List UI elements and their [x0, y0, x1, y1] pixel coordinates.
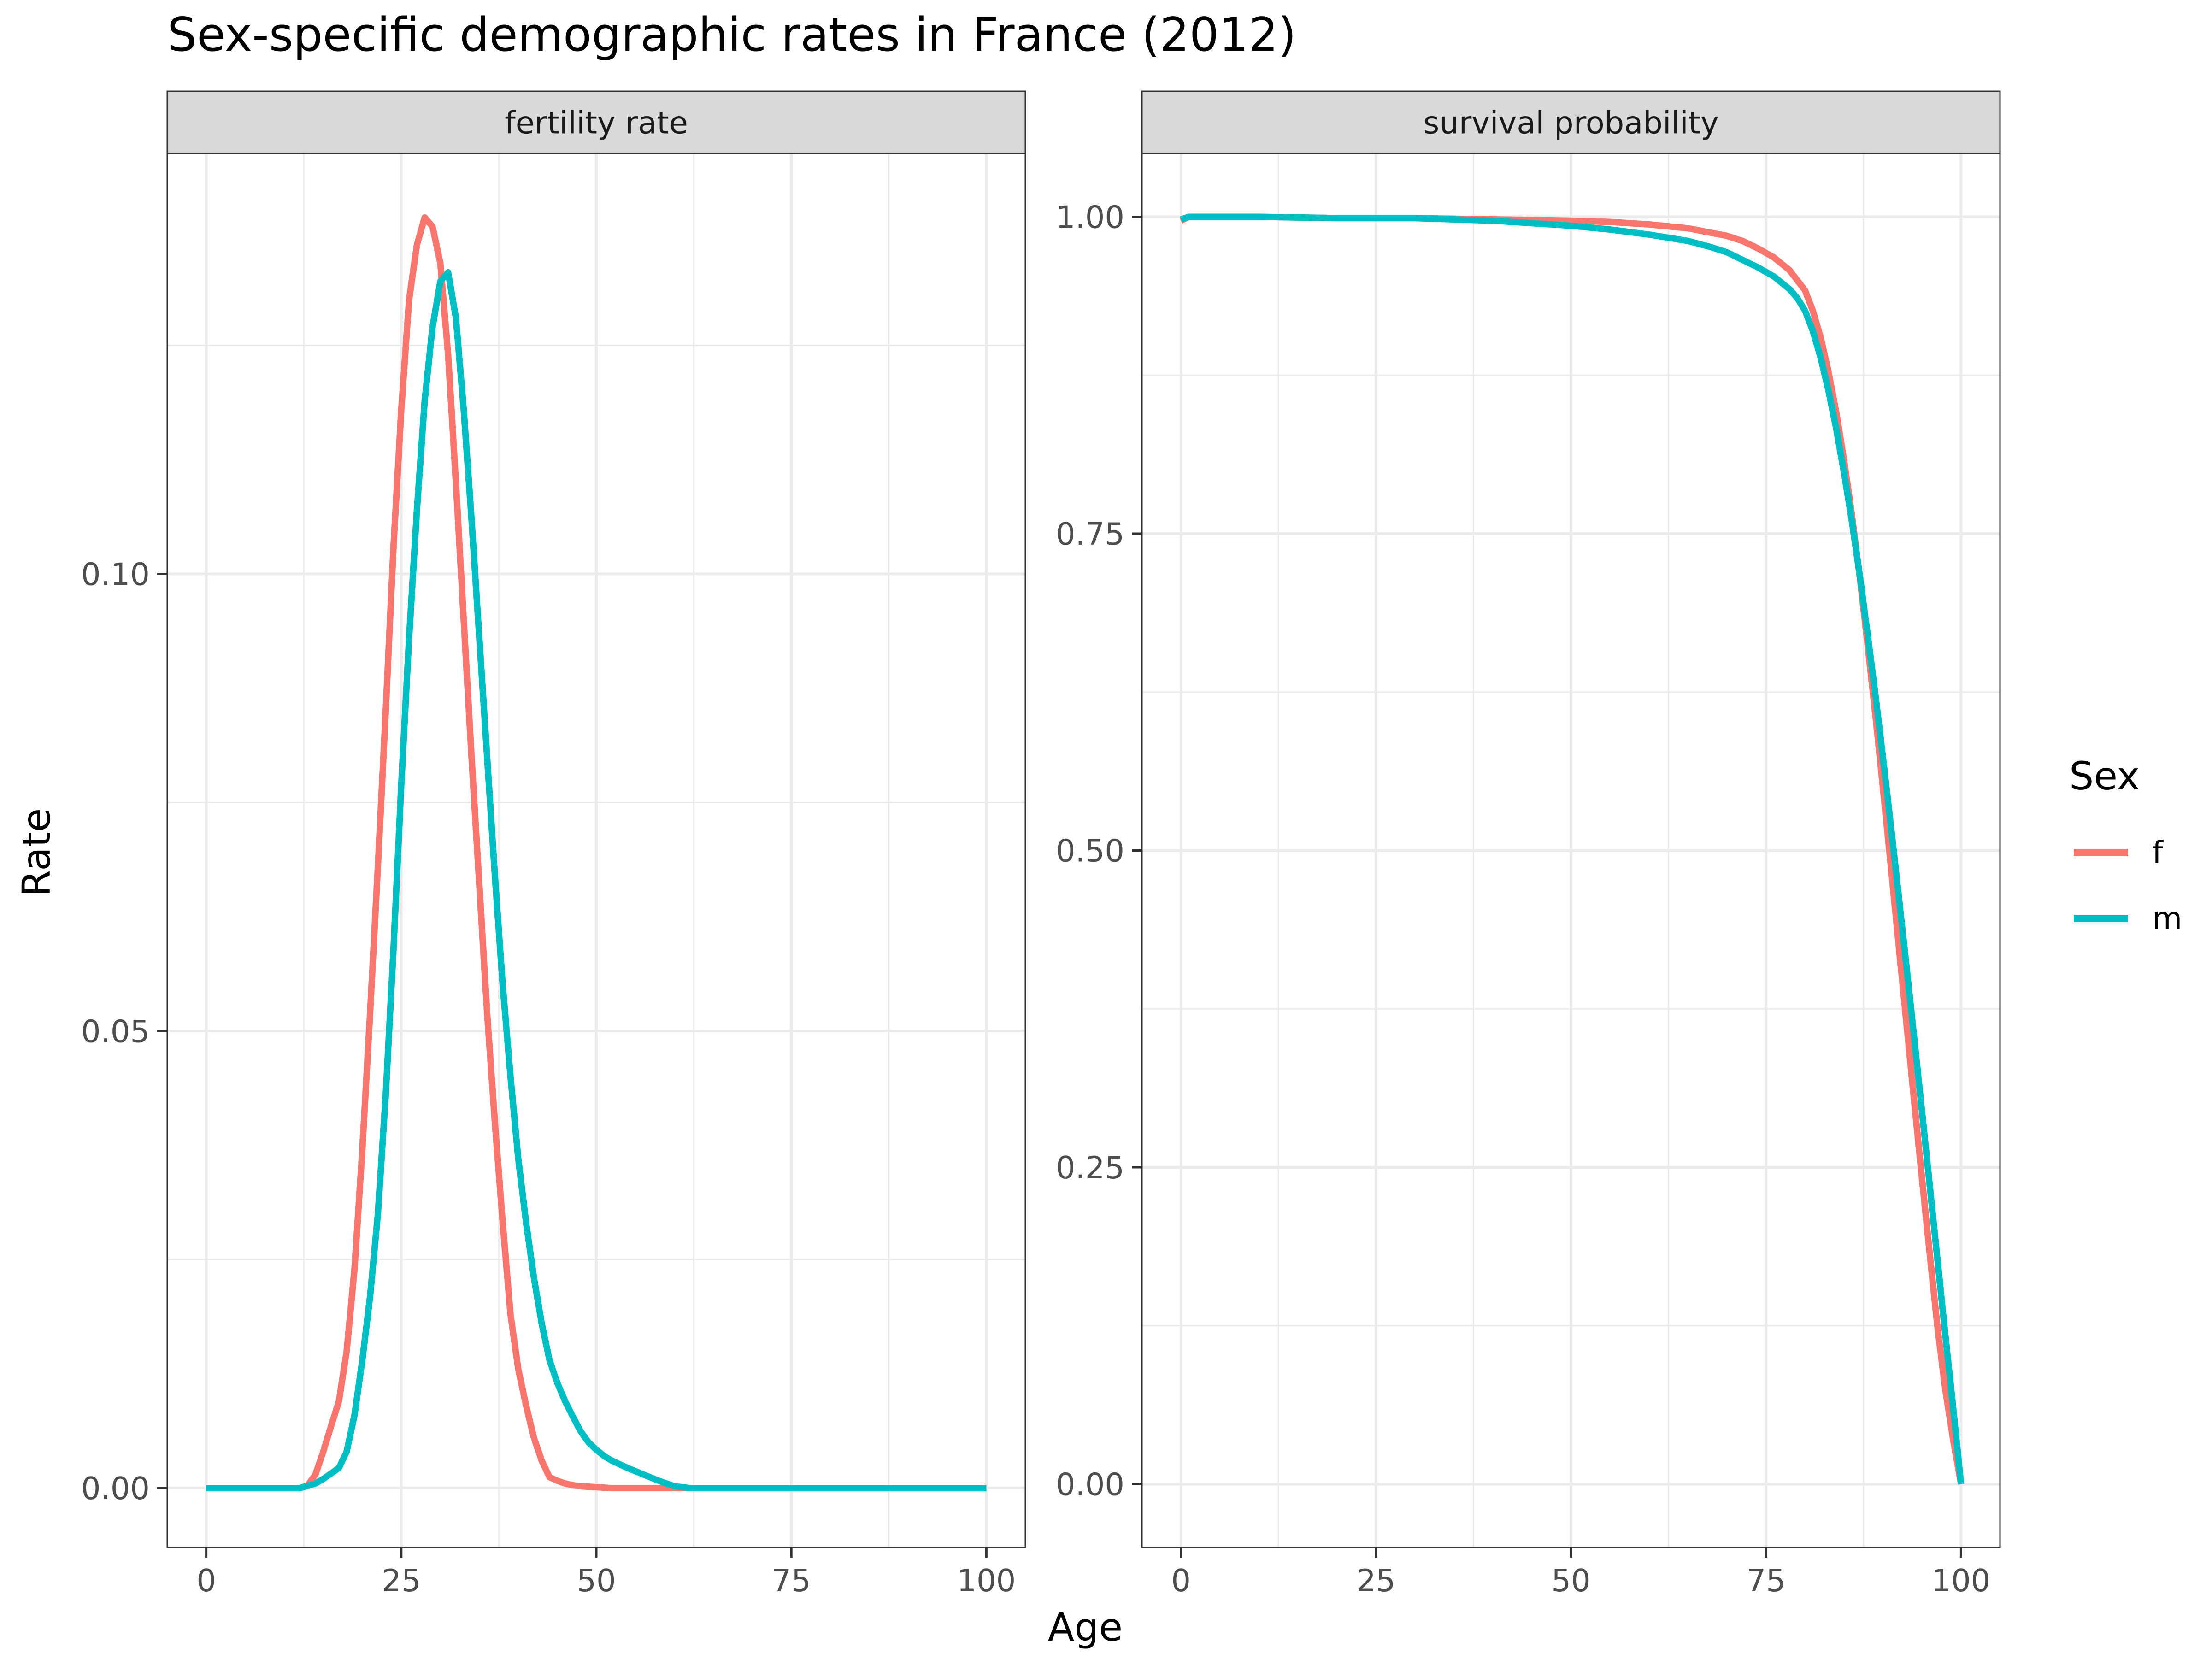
fertility-rate-y-tick-label: 0.10: [81, 556, 150, 592]
survival-probability-y-tick-label: 0.50: [1056, 833, 1124, 869]
survival-probability-x-tick-label: 75: [1747, 1563, 1786, 1599]
survival-probability-strip-background: [1141, 90, 2001, 154]
survival-probability-x-tick-label: 0: [1171, 1563, 1191, 1599]
fertility-rate-x-tick-label: 50: [577, 1563, 616, 1599]
legend-label-m: m: [2152, 900, 2182, 936]
survival-probability-x-tick-label: 25: [1356, 1563, 1395, 1599]
fertility-rate-x-tick-label: 100: [957, 1563, 1016, 1599]
fertility-rate-strip-background: [166, 90, 1026, 154]
legend-title: Sex: [2069, 753, 2140, 799]
fertility-rate-strip-label: fertility rate: [505, 105, 688, 141]
fertility-rate-series-f-line: [206, 214, 987, 1492]
fertility-rate-x-tick-label: 0: [196, 1563, 216, 1599]
survival-probability-series-m-line: [1180, 213, 1965, 1485]
fertility-rate-series-m-line: [206, 269, 987, 1492]
survival-probability-y-tick-label: 1.00: [1056, 200, 1124, 235]
survival-probability-series-f-line: [1179, 213, 1965, 1485]
facet-panel-survival-probability: survival probability 0 25 50 75 100 0.00 0.25 0.…: [1056, 90, 2001, 1599]
survival-probability-x-tick-label: 100: [1931, 1563, 1990, 1599]
facet-panel-fertility-rate: fertility rate 0 25 50 75 100 0.00 0.05 0.10: [81, 90, 1026, 1599]
survival-probability-x-tick-label: 50: [1551, 1563, 1590, 1599]
x-axis-title: Age: [1048, 1605, 1123, 1650]
y-axis-title: Rate: [14, 808, 59, 897]
fertility-rate-x-tick-label: 75: [772, 1563, 811, 1599]
fertility-rate-y-tick-label: 0.05: [81, 1013, 150, 1049]
chart-title: Sex-specific demographic rates in France…: [167, 7, 1296, 62]
survival-probability-y-tick-label: 0.25: [1056, 1150, 1124, 1186]
survival-probability-y-tick-label: 0.75: [1056, 516, 1124, 552]
survival-probability-strip-label: survival probability: [1423, 105, 1718, 141]
fertility-rate-y-tick-label: 0.00: [81, 1471, 150, 1506]
survival-probability-y-tick-label: 0.00: [1056, 1467, 1124, 1503]
fertility-rate-x-tick-label: 25: [382, 1563, 421, 1599]
legend-label-f: f: [2152, 835, 2164, 871]
legend: Sex f m: [2069, 753, 2182, 936]
